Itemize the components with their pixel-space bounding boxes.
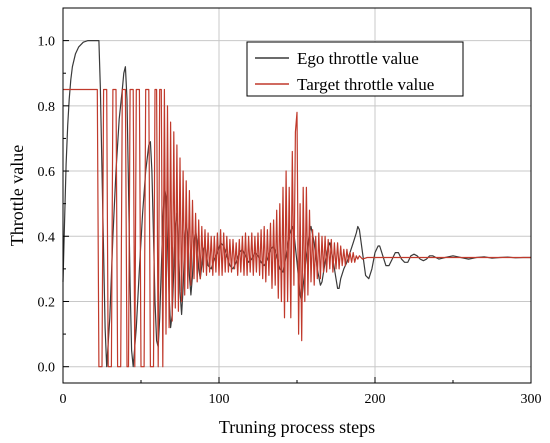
y-tick-label-5: 1.0 <box>38 35 56 50</box>
x-tick-label-3: 300 <box>521 392 542 407</box>
series-line-target <box>63 88 531 368</box>
legend-box <box>246 41 464 97</box>
x-axis-title: Truning process steps <box>219 417 375 437</box>
y-tick-label-0: 0.0 <box>38 361 56 376</box>
legend-label-target: Target throttle value <box>297 75 434 94</box>
y-tick-label-4: 0.8 <box>38 100 56 115</box>
legend: Ego throttle value Target throttle value <box>246 41 464 97</box>
y-axis-title: Throttle value <box>7 145 27 246</box>
x-tick-label-0: 0 <box>60 392 67 407</box>
legend-label-ego: Ego throttle value <box>297 49 419 68</box>
x-tick-label-2: 200 <box>365 392 386 407</box>
x-tick-label-1: 100 <box>209 392 230 407</box>
series-lines <box>62 40 531 368</box>
y-tick-label-1: 0.2 <box>38 295 56 310</box>
y-tick-label-2: 0.4 <box>38 230 56 245</box>
y-tick-label-3: 0.6 <box>38 165 56 180</box>
axis-ticks: 0 100 200 300 0.0 0.2 0.4 0.6 0.8 1.0 <box>38 35 542 407</box>
